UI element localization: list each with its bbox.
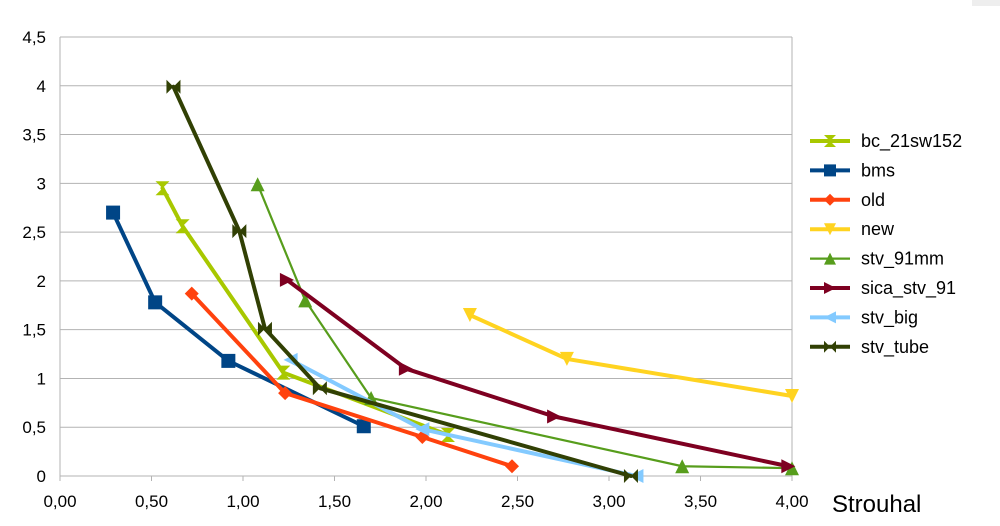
legend-item-bc_21sw152: bc_21sw152 — [810, 131, 962, 152]
legend-item-bms: bms — [810, 160, 895, 180]
legend-label: stv_tube — [861, 337, 929, 358]
data-point — [415, 422, 430, 437]
y-tick-label: 2,5 — [22, 223, 46, 242]
x-tick-label: 0,00 — [43, 492, 76, 511]
data-point — [106, 205, 121, 220]
data-point — [232, 224, 247, 239]
data-point — [298, 293, 313, 308]
gridlines — [60, 36, 792, 428]
data-point — [278, 386, 293, 401]
data-point — [250, 177, 265, 192]
legend-marker — [824, 223, 836, 236]
data-point — [781, 459, 796, 474]
x-tick-label: 3,50 — [684, 492, 717, 511]
legend-item-old: old — [810, 190, 885, 210]
series-line — [111, 210, 366, 429]
series-stv_tube — [166, 79, 638, 483]
data-point — [257, 321, 272, 336]
legend-marker — [824, 252, 836, 265]
data-point — [785, 389, 799, 404]
legend-label: stv_91mm — [861, 249, 944, 270]
data-point — [276, 365, 291, 380]
x-tick-label: 2,50 — [501, 492, 534, 511]
x-tick-label: 1,50 — [318, 492, 351, 511]
series-line — [256, 183, 794, 470]
tick-labels: 0 0,5 1 1,5 2 2,5 3 3,5 4 4,5 0,00 0,50 1,00 1,50 2,00… — [22, 28, 808, 511]
legend-item-stv_tube: stv_tube — [810, 337, 929, 358]
data-point — [398, 361, 413, 376]
y-tick-label: 3,5 — [22, 126, 46, 145]
data-point — [166, 79, 181, 94]
data-point — [462, 308, 477, 323]
data-point — [623, 469, 638, 483]
legend-marker — [824, 340, 836, 353]
axes — [59, 37, 793, 481]
y-tick-label: 1,5 — [22, 321, 46, 340]
series-stv_91mm — [250, 177, 799, 476]
data-point — [155, 181, 170, 196]
series-group — [106, 79, 799, 483]
legend-label: stv_big — [861, 307, 918, 328]
y-tick-label: 4,5 — [22, 28, 46, 47]
legend-item-stv_big: stv_big — [810, 307, 918, 328]
data-point — [312, 381, 327, 396]
y-tick-label: 0,5 — [22, 418, 46, 437]
data-point — [175, 219, 190, 234]
legend-label: new — [861, 219, 895, 239]
x-tick-label: 0,50 — [135, 492, 168, 511]
legend-item-stv_91mm: stv_91mm — [810, 249, 944, 270]
series-old — [184, 286, 520, 474]
legend-label: bms — [861, 160, 895, 180]
data-point — [221, 353, 236, 368]
y-tick-label: 0 — [37, 467, 46, 486]
x-tick-label: 1,00 — [226, 492, 259, 511]
series-line — [284, 277, 791, 469]
series-sica_stv_91 — [279, 272, 796, 474]
legend-item-sica_stv_91: sica_stv_91 — [810, 278, 956, 299]
series-new — [462, 308, 799, 404]
data-point — [184, 286, 199, 301]
data-point — [283, 352, 298, 367]
x-tick-label: 3,00 — [592, 492, 625, 511]
data-point — [505, 459, 520, 474]
data-point — [559, 351, 574, 366]
series-line — [467, 313, 794, 399]
legend-item-new: new — [810, 219, 895, 239]
data-point — [148, 295, 163, 310]
legend-label: sica_stv_91 — [861, 278, 956, 299]
data-point — [785, 461, 799, 476]
legend-marker — [824, 311, 836, 324]
y-tick-label: 3 — [37, 174, 46, 193]
x-axis-title: Strouhal — [832, 491, 921, 518]
legend-marker — [824, 193, 836, 206]
data-point — [675, 459, 690, 474]
legend-marker — [824, 282, 836, 294]
data-point — [356, 419, 371, 434]
window-corner-mark — [972, 0, 1000, 6]
y-tick-label: 1 — [37, 369, 46, 388]
y-tick-label: 4 — [37, 77, 46, 96]
x-tick-label: 4,00 — [775, 492, 808, 511]
legend-marker — [824, 164, 836, 177]
data-point — [279, 272, 294, 287]
legend-label: bc_21sw152 — [861, 131, 962, 152]
series-line — [189, 291, 515, 469]
data-point — [547, 409, 562, 424]
series-bc_21sw152 — [155, 181, 455, 443]
series-bms — [106, 205, 371, 434]
y-tick-label: 2 — [37, 272, 46, 291]
legend-marker — [824, 135, 836, 147]
legend-label: old — [861, 190, 885, 210]
x-tick-label: 2,00 — [409, 492, 442, 511]
